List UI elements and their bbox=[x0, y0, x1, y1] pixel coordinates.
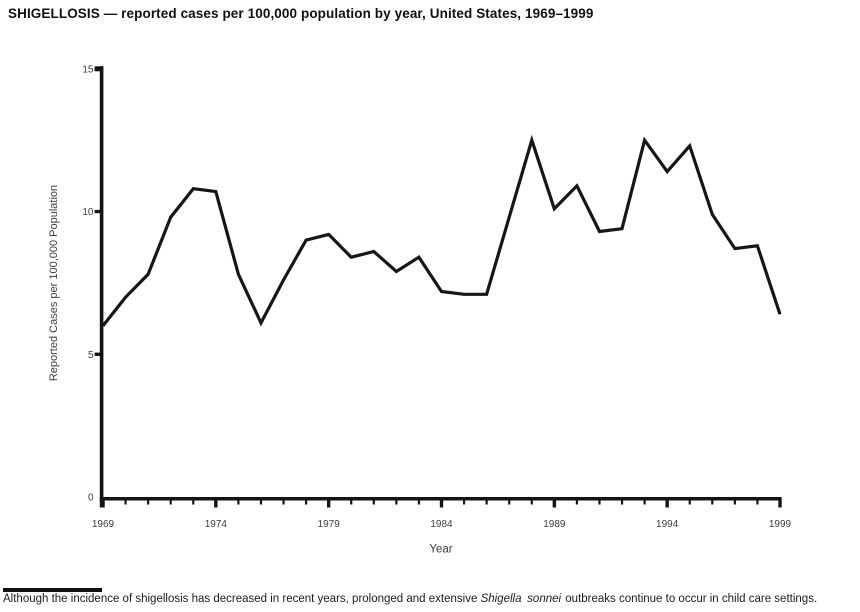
footnote-before: Although the incidence of shigellosis ha… bbox=[3, 593, 481, 605]
x-tick-label: 1999 bbox=[769, 519, 792, 530]
y-tick-label: 15 bbox=[82, 64, 94, 75]
y-tick-label: 0 bbox=[88, 493, 94, 504]
x-tick-label: 1979 bbox=[318, 519, 341, 530]
y-tick-label: 10 bbox=[82, 207, 94, 218]
footnote-text: Although the incidence of shigellosis ha… bbox=[3, 593, 817, 605]
y-axis-title: Reported Cases per 100,000 Population bbox=[48, 185, 60, 381]
y-tick-label: 5 bbox=[88, 350, 94, 361]
data-polyline bbox=[101, 134, 782, 327]
footnote-rule bbox=[3, 588, 102, 592]
x-tick-label: 1969 bbox=[92, 519, 115, 530]
x-tick-label: 1974 bbox=[205, 519, 228, 530]
footnote-species-italic: Shigella sonnei bbox=[480, 593, 562, 605]
x-axis-title: Year bbox=[429, 544, 452, 556]
x-tick-label: 1989 bbox=[543, 519, 566, 530]
figure-title: SHIGELLOSIS — reported cases per 100,000… bbox=[8, 6, 594, 21]
x-tick-label: 1984 bbox=[430, 519, 453, 530]
x-tick-label: 1994 bbox=[656, 519, 679, 530]
line-chart: 0 5 10 15 1969 1974 1979 1984 1989 1994 1999 Report… bbox=[48, 64, 792, 556]
footnote-after: outbreaks continue to occur in child car… bbox=[562, 593, 818, 605]
